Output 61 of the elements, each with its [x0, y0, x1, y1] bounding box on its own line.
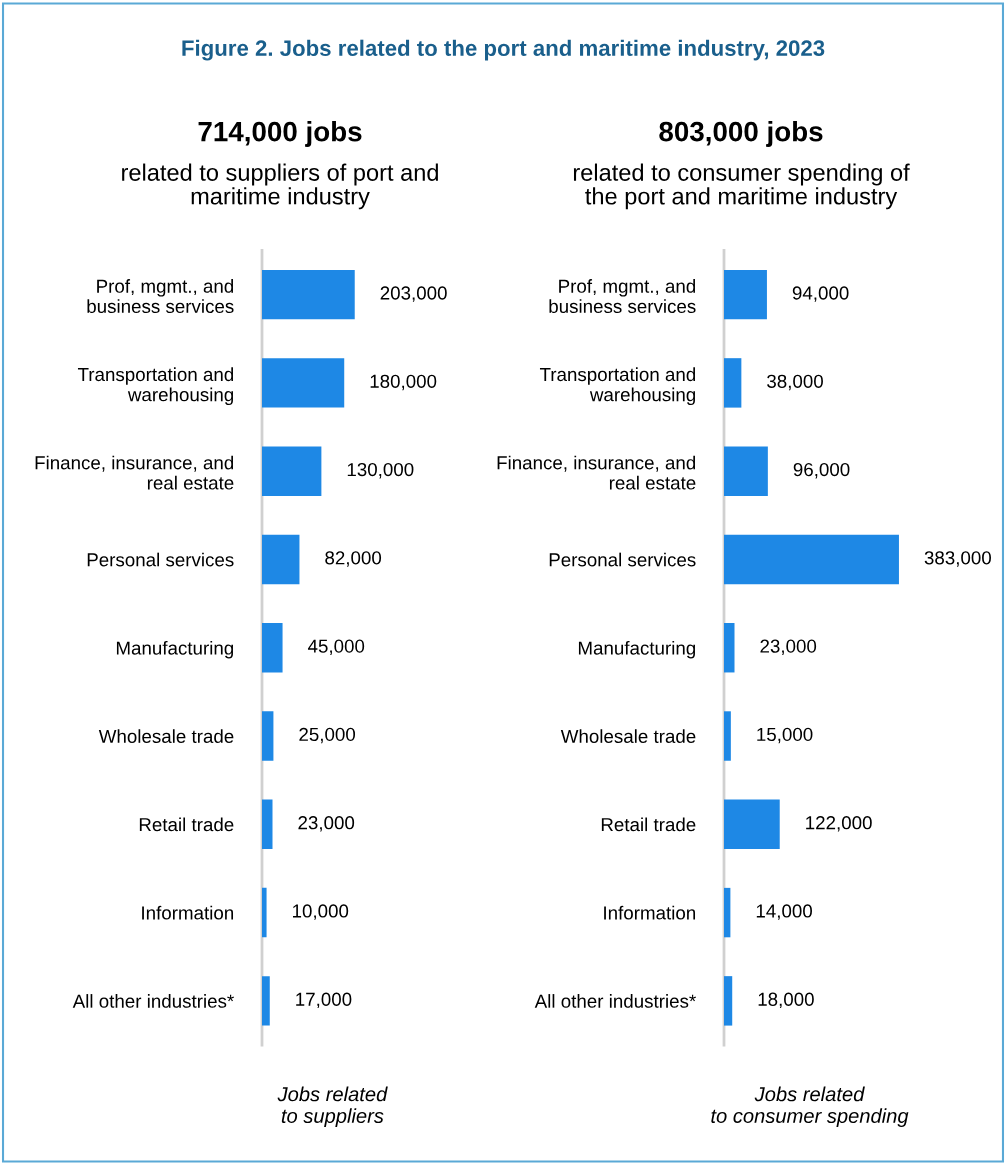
chart-subtitle: related to consumer spending of the port and maritime industry	[573, 163, 910, 210]
data-label: 96,000	[793, 462, 850, 479]
bar	[724, 799, 780, 850]
y-tick-label: Prof, mgmt., and business services	[87, 279, 234, 314]
bar	[262, 976, 270, 1026]
y-tick-label: Personal services	[549, 552, 696, 567]
bar	[724, 446, 768, 496]
bar	[262, 358, 345, 408]
data-label: 17,000	[296, 992, 352, 1009]
bar	[724, 976, 733, 1026]
y-tick-label: Finance, insurance, and real estate	[497, 455, 696, 490]
data-label: 180,000	[370, 374, 437, 391]
bar	[262, 623, 283, 673]
data-label: 25,000	[299, 727, 356, 744]
caption: Figure 2. Jobs related to the port and maritime industry, 2023	[182, 39, 825, 61]
bar	[724, 623, 735, 673]
y-tick-label: Retail trade	[139, 817, 234, 832]
x-axis-title: Jobs related to suppliers	[277, 1086, 388, 1127]
bar	[724, 269, 767, 320]
data-label: 23,000	[298, 816, 355, 832]
bar	[262, 799, 273, 850]
chart-title: 714,000 jobs	[198, 121, 362, 147]
y-tick-label: Finance, insurance, and real estate	[35, 455, 234, 490]
data-label: 94,000	[792, 286, 849, 302]
data-label: 15,000	[757, 727, 813, 744]
y-tick-label: All other industries*	[534, 994, 696, 1008]
bar	[262, 887, 267, 938]
data-label: 45,000	[307, 639, 365, 655]
y-tick-label: Information	[142, 905, 234, 920]
y-tick-label: Manufacturing	[578, 640, 696, 659]
data-label: 10,000	[293, 904, 349, 920]
y-tick-label: Wholesale trade	[560, 729, 696, 743]
bar	[262, 534, 300, 585]
data-label: 130,000	[347, 462, 414, 479]
y-tick-label: Wholesale trade	[98, 729, 234, 743]
data-label: 82,000	[325, 551, 382, 567]
bar	[724, 534, 899, 585]
y-tick-label: Transportation and warehousing	[77, 367, 234, 406]
y-tick-label: Information	[604, 905, 696, 920]
data-label: 14,000	[756, 904, 813, 920]
data-label: 383,000	[924, 551, 991, 567]
bar	[724, 887, 731, 938]
bar	[262, 711, 274, 761]
bar	[262, 446, 322, 496]
data-label: 122,000	[806, 816, 872, 832]
bar	[724, 358, 742, 408]
data-label: 23,000	[760, 639, 817, 655]
y-tick-label: Retail trade	[601, 817, 696, 832]
x-axis-title: Jobs related to consumer spending	[711, 1086, 909, 1127]
data-label: 18,000	[758, 992, 814, 1009]
data-label: 203,000	[380, 286, 447, 302]
bar	[262, 269, 355, 320]
y-tick-label: Personal services	[87, 552, 234, 567]
y-tick-label: Transportation and warehousing	[539, 367, 696, 406]
data-label: 38,000	[767, 374, 823, 391]
chart-title: 803,000 jobs	[659, 121, 823, 147]
y-tick-label: Prof, mgmt., and business services	[549, 279, 696, 314]
bar	[724, 711, 731, 761]
y-tick-label: Manufacturing	[116, 640, 234, 659]
chart-subtitle: related to suppliers of port and maritime industry	[122, 163, 438, 210]
y-tick-label: All other industries*	[72, 994, 234, 1008]
